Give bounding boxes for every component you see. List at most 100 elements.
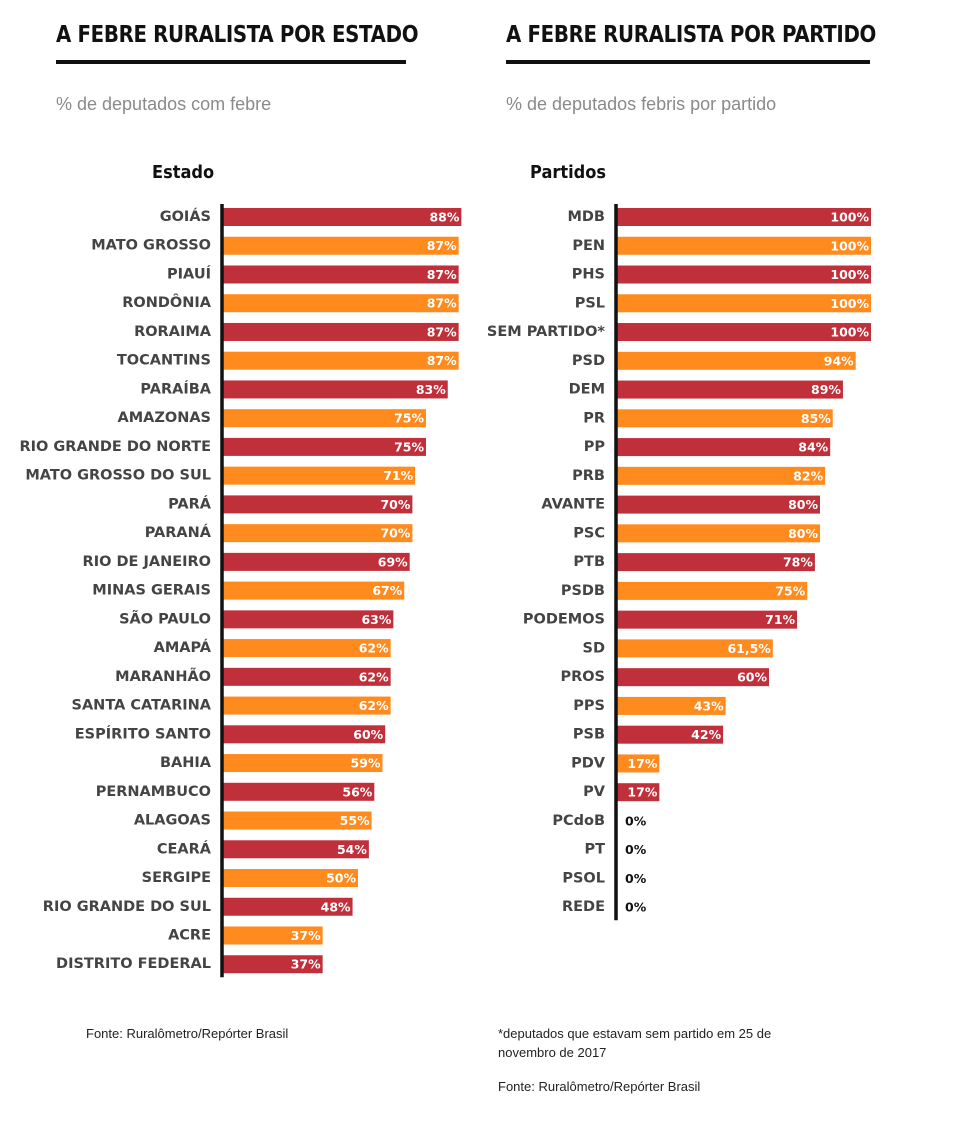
bar-partido-19	[616, 754, 660, 773]
value-label-partido-4: 100%	[830, 325, 869, 340]
bar-partido-4	[616, 323, 871, 342]
category-label-estado-17: SANTA CATARINA	[72, 698, 212, 714]
category-axis-title-partido: Partidos	[530, 162, 607, 183]
bar-estado-15	[222, 639, 391, 658]
value-label-partido-20: 17%	[627, 785, 657, 800]
value-label-partido-11: 80%	[788, 526, 818, 541]
bar-estado-3	[222, 294, 459, 313]
value-label-estado-12: 69%	[378, 554, 408, 569]
footnote-partido: *deputados que estavam sem partido em 25…	[498, 1026, 772, 1060]
category-label-estado-0: GOIÁS	[160, 208, 211, 225]
bar-estado-2	[222, 265, 459, 284]
chart-subtitle-partido: % de deputados febris por partido	[506, 94, 777, 114]
category-label-estado-6: PARAÍBA	[140, 380, 211, 397]
value-label-estado-19: 59%	[351, 756, 381, 771]
category-label-estado-9: MATO GROSSO DO SUL	[25, 468, 211, 484]
category-label-estado-4: RORAIMA	[134, 324, 212, 340]
bar-estado-25	[222, 926, 323, 945]
category-label-partido-13: PSDB	[561, 583, 605, 599]
category-label-estado-3: RONDÔNIA	[122, 293, 212, 311]
bar-estado-13	[222, 581, 405, 600]
category-label-partido-10: AVANTE	[541, 497, 605, 513]
value-label-partido-19: 17%	[627, 756, 657, 771]
bar-chart-partido: MDB 100% PEN 100% PHS 100% PSL 100% SEM PARTIDO*…	[487, 204, 871, 921]
bar-estado-4	[222, 322, 459, 341]
category-label-partido-16: PROS	[560, 669, 605, 685]
bar-estado-24	[222, 897, 353, 916]
value-label-partido-5: 94%	[824, 353, 854, 368]
category-label-estado-7: AMAZONAS	[117, 410, 211, 426]
title-rule-estado	[56, 60, 406, 64]
category-label-estado-5: TOCANTINS	[117, 353, 211, 369]
category-label-partido-5: PSD	[572, 353, 605, 369]
value-label-partido-15: 61,5%	[727, 641, 771, 656]
value-label-partido-13: 75%	[775, 583, 805, 598]
category-axis-title-estado: Estado	[152, 162, 215, 183]
bar-estado-21	[222, 811, 372, 830]
value-label-partido-17: 43%	[694, 698, 724, 713]
bar-partido-14	[616, 610, 798, 629]
bar-estado-6	[222, 380, 448, 399]
category-label-estado-15: AMAPÁ	[154, 639, 212, 656]
value-label-estado-1: 87%	[427, 238, 457, 253]
bar-partido-1	[616, 236, 871, 255]
value-label-estado-15: 62%	[359, 641, 389, 656]
category-label-estado-18: ESPÍRITO SANTO	[75, 725, 211, 742]
bar-estado-14	[222, 610, 394, 629]
category-label-partido-17: PPS	[573, 698, 605, 714]
value-label-estado-18: 60%	[353, 727, 383, 742]
value-label-partido-14: 71%	[765, 612, 795, 627]
value-label-partido-12: 78%	[783, 555, 813, 570]
title-rule-partido	[506, 60, 870, 64]
source-note-partido: Fonte: Ruralômetro/Repórter Brasil	[498, 1079, 701, 1094]
value-label-estado-17: 62%	[359, 698, 389, 713]
bar-estado-23	[222, 869, 358, 888]
category-label-estado-22: CEARÁ	[157, 840, 212, 857]
bar-partido-5	[616, 351, 856, 370]
category-label-estado-25: ACRE	[168, 928, 211, 944]
category-label-estado-21: ALAGOAS	[134, 813, 211, 829]
category-label-partido-1: PEN	[572, 238, 605, 254]
value-label-estado-2: 87%	[427, 267, 457, 282]
source-note-estado: Fonte: Ruralômetro/Repórter Brasil	[86, 1026, 289, 1041]
value-label-partido-6: 89%	[811, 382, 841, 397]
category-label-partido-24: REDE	[562, 899, 605, 915]
category-label-partido-20: PV	[583, 784, 606, 800]
bar-partido-16	[616, 668, 769, 687]
bar-estado-19	[222, 754, 383, 773]
category-label-partido-9: PRB	[572, 468, 605, 484]
value-label-estado-20: 56%	[342, 784, 372, 799]
bar-partido-9	[616, 466, 826, 485]
value-label-partido-23: 0%	[625, 871, 647, 886]
category-label-estado-12: RIO DE JANEIRO	[83, 554, 211, 570]
category-label-estado-19: BAHIA	[160, 755, 212, 771]
value-label-partido-0: 100%	[830, 210, 869, 225]
bar-partido-11	[616, 524, 820, 543]
category-label-partido-22: PT	[584, 842, 605, 858]
chart-subtitle-estado: % de deputados com febre	[56, 94, 272, 114]
value-label-estado-0: 88%	[429, 210, 459, 225]
value-label-partido-24: 0%	[625, 900, 647, 915]
bar-estado-10	[222, 495, 413, 514]
value-label-estado-6: 83%	[416, 382, 446, 397]
value-label-partido-16: 60%	[737, 670, 767, 685]
bar-partido-15	[616, 639, 773, 658]
value-label-estado-23: 50%	[326, 871, 356, 886]
value-label-partido-18: 42%	[691, 727, 721, 742]
bar-partido-6	[616, 380, 843, 399]
bar-partido-20	[616, 783, 660, 802]
bar-partido-2	[616, 265, 871, 284]
bar-partido-7	[616, 409, 833, 428]
bar-partido-17	[616, 696, 726, 715]
value-label-estado-4: 87%	[427, 324, 457, 339]
category-label-estado-1: MATO GROSSO	[91, 238, 211, 254]
category-label-partido-3: PSL	[575, 295, 605, 311]
value-label-estado-26: 37%	[291, 957, 321, 972]
category-label-partido-8: PP	[584, 439, 606, 455]
bar-estado-1	[222, 236, 459, 255]
chart-title-estado: A FEBRE RURALISTA POR ESTADO	[56, 22, 419, 48]
category-label-estado-26: DISTRITO FEDERAL	[56, 956, 211, 972]
category-label-partido-2: PHS	[572, 267, 605, 283]
category-label-partido-14: PODEMOS	[523, 612, 605, 628]
category-label-partido-18: PSB	[573, 727, 605, 743]
